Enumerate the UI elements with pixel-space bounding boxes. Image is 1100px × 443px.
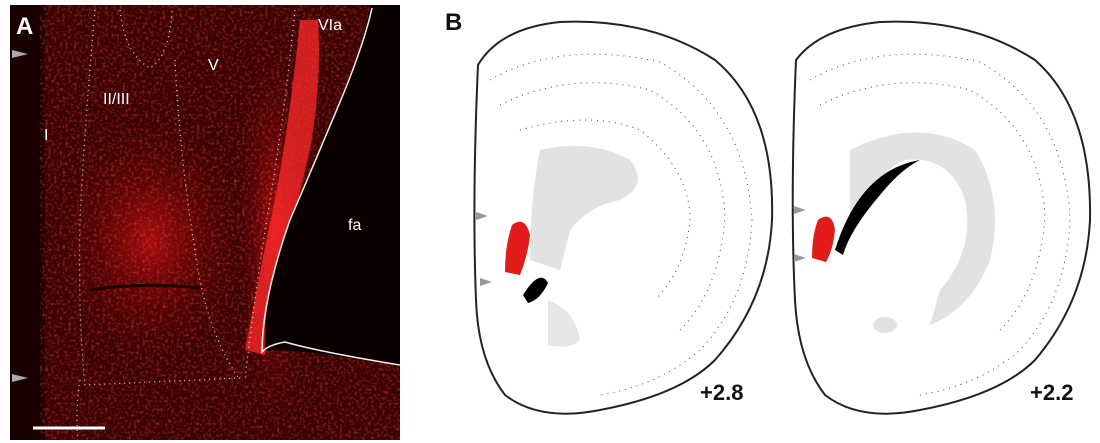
panel-label: B — [445, 9, 462, 36]
panel-label: A — [16, 13, 33, 40]
brain-section: +2.8 — [474, 22, 772, 414]
brain-section: +2.2 — [793, 22, 1090, 414]
section-coordinate: +2.8 — [700, 380, 743, 405]
layer-label: V — [208, 57, 219, 74]
section-coordinate: +2.2 — [1030, 380, 1073, 405]
figure: A I II/III V VIa fa B +2.8 +2.2 — [0, 0, 1100, 443]
micrograph — [10, 5, 400, 440]
tract-label: fa — [348, 217, 361, 234]
layer-label: II/III — [103, 91, 130, 108]
layer-label: VIa — [318, 17, 342, 34]
layer-label: I — [44, 127, 48, 144]
